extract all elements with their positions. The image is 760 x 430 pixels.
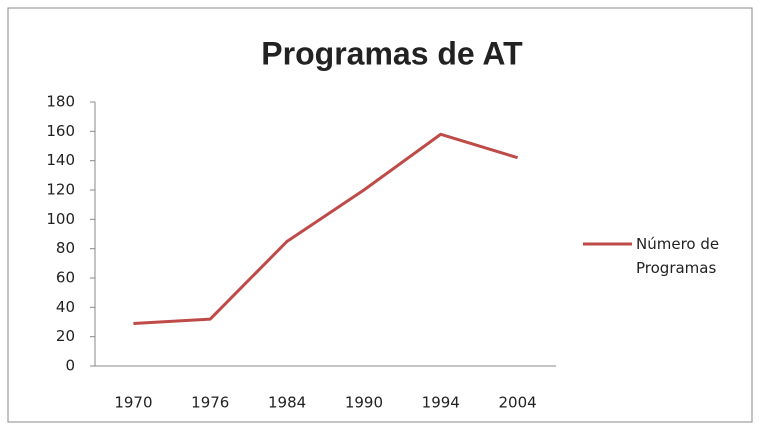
y-tick-label: 140 (46, 151, 75, 169)
x-tick-label: 1984 (268, 394, 306, 412)
y-tick-label: 80 (56, 239, 75, 257)
x-tick-label: 1990 (345, 394, 383, 412)
x-tick-label: 1970 (114, 394, 152, 412)
x-tick-label: 1976 (191, 394, 229, 412)
y-tick-label: 180 (46, 93, 75, 111)
y-tick-label: 160 (46, 122, 75, 140)
y-tick-label: 60 (56, 269, 75, 287)
data-line (133, 132, 519, 325)
chart-frame (7, 7, 753, 423)
y-tick-label: 120 (46, 181, 75, 199)
x-tick-label: 2004 (498, 394, 536, 412)
x-tick-label: 1994 (422, 394, 460, 412)
chart-title: Programas de AT (261, 35, 523, 71)
y-tick-label: 0 (65, 357, 75, 375)
y-tick-label: 40 (56, 298, 75, 316)
legend-label: Número de Programas (636, 235, 720, 277)
y-tick-label: 100 (46, 210, 75, 228)
y-tick-label: 20 (56, 327, 75, 345)
